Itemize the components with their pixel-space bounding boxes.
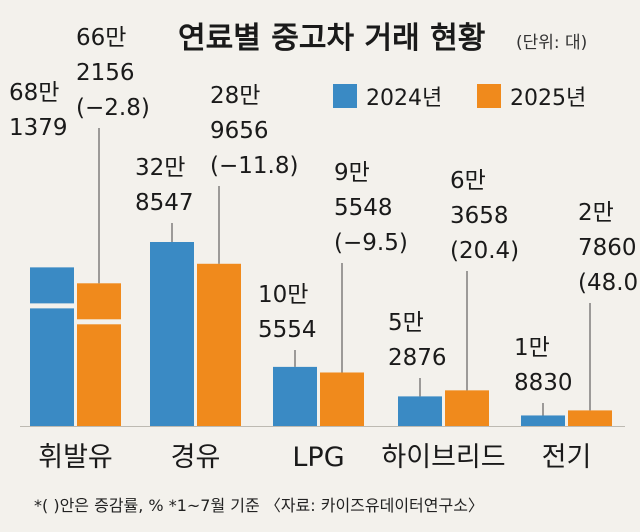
data-label-2025-3: 6만 3658 (20.4) (450, 168, 519, 264)
legend-label-2025: 2025년 (510, 86, 586, 111)
data-label-2024-4: 1만 8830 (514, 335, 573, 396)
bar-2024-3 (398, 396, 442, 426)
bar-2024-1 (150, 242, 194, 426)
category-label: 전기 (542, 442, 592, 473)
bar-2025-2 (320, 372, 364, 426)
legend-label-2024: 2024년 (366, 86, 442, 111)
footnote: *( )안은 증감률, % *1~7월 기준 〈자료: 카이즈유데이터연구소〉 (34, 496, 484, 515)
axis-break-mark (30, 303, 74, 309)
data-label-2024-1: 32만 8547 (135, 155, 194, 216)
bar-2025-1 (197, 263, 241, 426)
data-label-2025-0: 66만 2156 (−2.8) (76, 25, 150, 121)
data-label-2025-1: 28만 9656 (−11.8) (210, 83, 298, 179)
axis-break-mark (77, 319, 121, 325)
chart-title: 연료별 중고차 거래 현황 (178, 21, 485, 56)
bar-2025-0 (77, 283, 121, 426)
legend-swatch-2025 (477, 84, 501, 108)
category-label: 휘발유 (38, 442, 113, 473)
bar-2024-0 (30, 267, 74, 426)
bar-2025-3 (445, 390, 489, 426)
legend: 2024년 2025년 (333, 84, 586, 111)
bar-2024-4 (521, 415, 565, 426)
data-label-2024-2: 10만 5554 (258, 282, 317, 343)
legend-swatch-2024 (333, 84, 357, 108)
category-label: LPG (292, 442, 344, 473)
category-label: 하이브리드 (381, 442, 505, 473)
data-label-2025-2: 9만 5548 (−9.5) (334, 160, 408, 256)
bar-2024-2 (273, 366, 317, 426)
data-label-2024-0: 68만 1379 (9, 80, 68, 141)
bar-2025-4 (568, 410, 612, 426)
category-label: 경유 (171, 442, 221, 473)
data-label-2024-3: 5만 2876 (388, 310, 447, 371)
unit-label: (단위: 대) (516, 33, 587, 53)
